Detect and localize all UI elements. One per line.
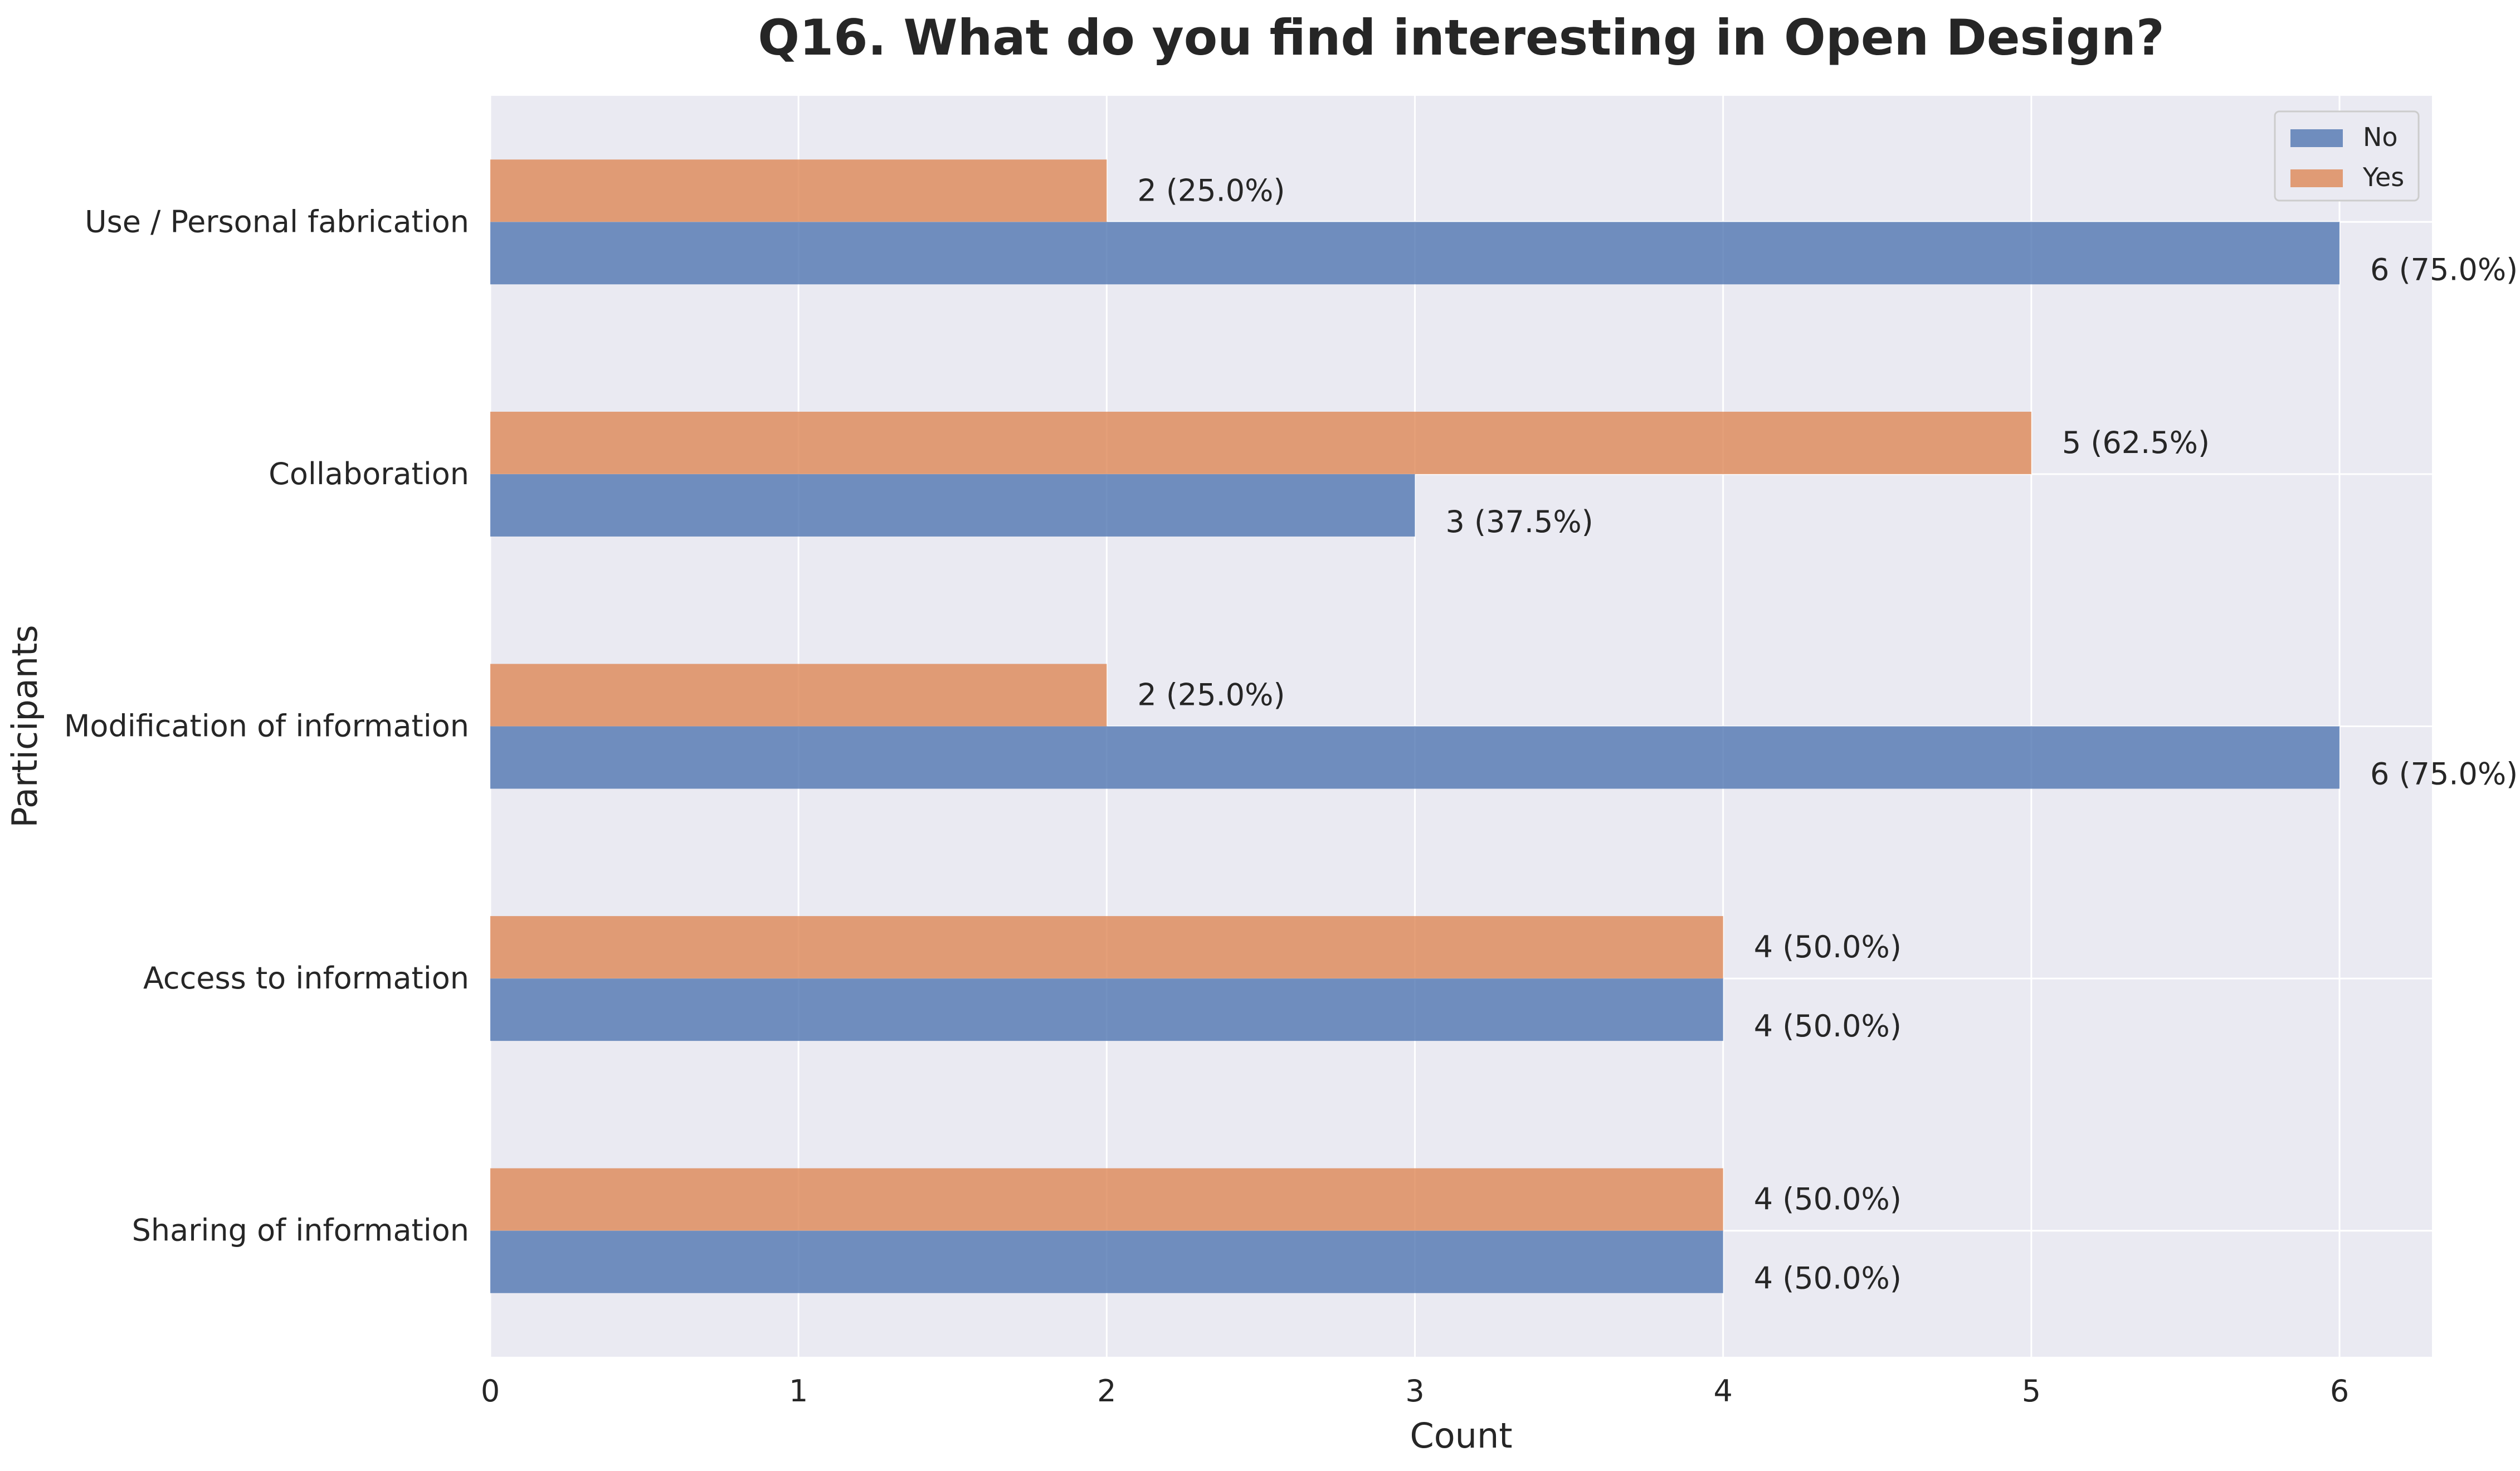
legend-label: Yes xyxy=(2362,162,2404,192)
data-label-no: 6 (75.0%) xyxy=(2370,757,2518,792)
data-label-yes: 4 (50.0%) xyxy=(1754,1182,1902,1217)
legend-label: No xyxy=(2363,122,2398,152)
data-label-no: 3 (37.5%) xyxy=(1446,504,1593,539)
x-axis-ticks: 0 1 2 3 4 5 6 xyxy=(481,1373,2349,1409)
bars xyxy=(490,159,2340,1293)
data-label-no: 4 (50.0%) xyxy=(1754,1009,1902,1044)
y-tick-label: Access to information xyxy=(143,961,469,996)
bar-no xyxy=(490,1230,1723,1293)
data-label-yes: 2 (25.0%) xyxy=(1137,678,1285,713)
chart-title: Q16. What do you find interesting in Ope… xyxy=(758,9,2165,66)
y-axis-ticks: Use / Personal fabrication Collaboration M… xyxy=(64,204,469,1248)
y-axis-label: Participants xyxy=(4,625,45,827)
x-tick-label: 5 xyxy=(2022,1373,2041,1409)
x-tick-label: 3 xyxy=(1405,1373,1424,1409)
bar-no xyxy=(490,474,1415,537)
legend-swatch xyxy=(2290,129,2343,147)
x-tick-label: 2 xyxy=(1097,1373,1116,1409)
bar-yes xyxy=(490,411,2031,474)
x-tick-label: 4 xyxy=(1714,1373,1733,1409)
y-tick-label: Collaboration xyxy=(269,456,469,491)
data-label-yes: 5 (62.5%) xyxy=(2062,425,2210,460)
x-tick-label: 0 xyxy=(481,1373,500,1409)
y-tick-label: Use / Personal fabrication xyxy=(85,204,469,239)
y-tick-label: Sharing of information xyxy=(132,1213,469,1248)
data-labels: 2 (25.0%) 6 (75.0%) 5 (62.5%) 3 (37.5%) 2 (2… xyxy=(1137,173,2518,1295)
data-label-no: 6 (75.0%) xyxy=(2370,252,2518,287)
x-axis-label: Count xyxy=(1410,1415,1512,1456)
bar-yes xyxy=(490,1168,1723,1231)
x-tick-label: 6 xyxy=(2330,1373,2349,1409)
legend-swatch xyxy=(2290,169,2343,187)
bar-yes xyxy=(490,664,1107,727)
bar-no xyxy=(490,222,2340,285)
x-tick-label: 1 xyxy=(789,1373,808,1409)
bar-no xyxy=(490,978,1723,1041)
bar-yes xyxy=(490,159,1107,222)
bar-no xyxy=(490,726,2340,789)
legend: No Yes xyxy=(2274,110,2420,202)
data-label-no: 4 (50.0%) xyxy=(1754,1261,1902,1296)
bar-yes xyxy=(490,916,1723,979)
data-label-yes: 4 (50.0%) xyxy=(1754,929,1902,965)
y-tick-label: Modification of information xyxy=(64,709,469,744)
data-label-yes: 2 (25.0%) xyxy=(1137,173,1285,208)
